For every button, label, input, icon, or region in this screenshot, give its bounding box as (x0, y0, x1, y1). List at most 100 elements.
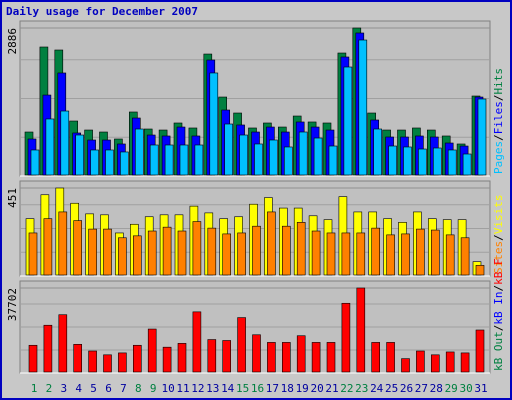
x-tick-label: 27 (415, 382, 428, 395)
x-tick-label: 11 (176, 382, 189, 395)
x-tick-label: 23 (355, 382, 368, 395)
bar (430, 354, 440, 373)
legend-entry: Pages (492, 141, 505, 174)
bar (224, 123, 233, 176)
bar (477, 98, 487, 176)
bar (43, 324, 53, 373)
x-tick-label: 14 (221, 382, 235, 395)
bar (254, 143, 263, 176)
bar (371, 342, 381, 373)
bar (179, 144, 189, 176)
bar (475, 265, 485, 276)
bar (58, 314, 68, 373)
bar (88, 350, 97, 373)
bar (209, 72, 219, 176)
x-tick-label: 28 (430, 382, 443, 395)
legend-entry: Hits (492, 68, 505, 95)
bar (45, 118, 55, 176)
x-tick-label: 10 (161, 382, 174, 395)
bar (252, 225, 261, 276)
bar (311, 342, 321, 373)
bar (296, 335, 306, 373)
bar (60, 110, 70, 176)
bar (296, 222, 306, 276)
bar (164, 144, 174, 176)
bar (133, 344, 142, 373)
bar (388, 145, 397, 176)
legend: Pages/Files/Hits (492, 68, 505, 174)
x-tick-label: 2 (46, 382, 53, 395)
bar (120, 151, 129, 176)
bar (103, 228, 112, 276)
bar (177, 230, 187, 276)
bar (432, 147, 442, 176)
x-tick-label: 16 (251, 382, 264, 395)
x-tick-label: 29 (445, 382, 458, 395)
bar (252, 334, 261, 373)
bar (343, 66, 353, 176)
x-tick-label: 31 (474, 382, 487, 395)
bar (356, 232, 366, 276)
bar (267, 342, 276, 373)
legend-entry: Sites (492, 241, 505, 274)
legend-separator: / (492, 285, 505, 292)
x-tick-label: 15 (236, 382, 249, 395)
bar (118, 237, 127, 276)
bar (386, 234, 395, 276)
bar (237, 317, 246, 373)
bar (267, 211, 276, 276)
bar (222, 340, 231, 373)
x-tick-label: 12 (191, 382, 204, 395)
bar (73, 344, 82, 373)
y-tick-label: 37702 (6, 288, 19, 321)
bar (147, 328, 157, 373)
bar (207, 339, 217, 373)
bar (194, 144, 204, 176)
bar (30, 149, 40, 176)
bar (149, 144, 159, 176)
bar (418, 148, 427, 176)
x-tick-label: 9 (150, 382, 157, 395)
legend-entry: kB In (492, 292, 505, 325)
bar (371, 227, 381, 276)
x-tick-label: 21 (325, 382, 338, 395)
bar (73, 220, 82, 276)
x-tick-label: 22 (340, 382, 353, 395)
x-tick-label: 25 (385, 382, 398, 395)
bar (162, 346, 172, 373)
bar (222, 233, 231, 276)
bar (341, 302, 351, 373)
bar (58, 211, 68, 276)
x-tick-label: 13 (206, 382, 219, 395)
x-tick-label: 24 (370, 382, 384, 395)
bar (133, 235, 142, 276)
legend-entry: kB F (492, 258, 505, 285)
legend-entry: kB Out (492, 331, 505, 371)
bar (445, 351, 455, 373)
bar (356, 287, 366, 373)
x-tick-label: 8 (135, 382, 142, 395)
bar (105, 149, 114, 176)
bar (326, 342, 336, 373)
bar (475, 329, 485, 373)
bar (103, 354, 112, 373)
bar (328, 145, 338, 176)
chart-title: Daily usage for December 2007 (6, 5, 198, 18)
bar (75, 134, 84, 176)
bar (237, 232, 246, 276)
x-tick-label: 19 (296, 382, 309, 395)
legend-entry: Files (492, 101, 505, 134)
legend-separator: / (492, 234, 505, 241)
x-tick-label: 20 (310, 382, 323, 395)
legend: Sites/Visits (492, 195, 505, 275)
bar (358, 39, 368, 176)
bar (401, 233, 410, 276)
bar (207, 227, 217, 276)
bar (135, 128, 144, 176)
bar (147, 230, 157, 276)
bar (403, 146, 412, 176)
bar (341, 232, 351, 276)
bar (298, 131, 308, 176)
bar (283, 146, 293, 176)
bar (177, 343, 187, 373)
